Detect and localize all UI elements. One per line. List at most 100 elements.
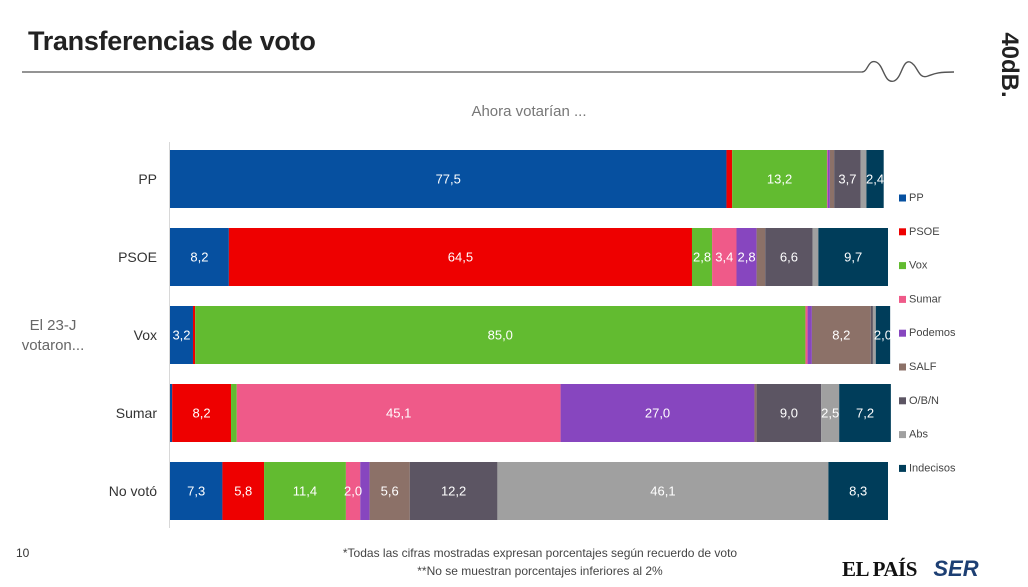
legend-swatch-abs xyxy=(899,431,906,439)
data-label-pp-vox: 13,2 xyxy=(767,172,792,187)
bar-pp-sumar xyxy=(826,150,828,208)
bar-psoe-vox xyxy=(691,228,713,286)
bar-pp-vox xyxy=(732,150,827,208)
bar-no-vot-vox xyxy=(264,462,346,520)
legend-swatch-podemos xyxy=(899,329,906,337)
category-label-sumar: Sumar xyxy=(116,405,158,421)
bar-sumar-o-b-n xyxy=(756,384,822,442)
data-label-no-vot-vox: 11,4 xyxy=(293,484,317,499)
bar-psoe-abs xyxy=(812,228,819,286)
data-label-pp-o-b-n: 3,7 xyxy=(838,172,856,187)
category-label-vox: Vox xyxy=(134,327,157,343)
legend-label-vox: Vox xyxy=(909,260,928,272)
data-label-no-vot-o-b-n: 12,2 xyxy=(441,484,466,499)
legend-swatch-salf xyxy=(899,363,906,371)
footnote-2: **No se muestran porcentajes inferiores … xyxy=(417,564,663,578)
bar-sumar-sumar xyxy=(236,384,561,442)
bar-psoe-pp xyxy=(170,228,229,286)
data-label-sumar-indecisos: 7,2 xyxy=(856,406,874,421)
bar-vox-pp xyxy=(170,306,193,364)
bar-psoe-sumar xyxy=(712,228,737,286)
data-label-psoe-indecisos: 9,7 xyxy=(844,250,862,265)
legend-swatch-psoe xyxy=(899,228,906,236)
bar-psoe-salf xyxy=(756,228,766,286)
bar-no-vot-psoe xyxy=(222,462,265,520)
bar-psoe-indecisos xyxy=(818,228,888,286)
data-label-no-vot-abs: 46,1 xyxy=(650,484,675,499)
bar-no-vot-indecisos xyxy=(828,462,888,520)
category-label-psoe: PSOE xyxy=(118,249,157,265)
ser-logo: SER xyxy=(933,556,979,581)
data-label-sumar-o-b-n: 9,0 xyxy=(780,406,798,421)
data-label-no-vot-psoe: 5,8 xyxy=(234,484,252,499)
legend-label-podemos: Podemos xyxy=(909,327,956,339)
bar-sumar-vox xyxy=(231,384,237,442)
data-label-no-vot-pp: 7,3 xyxy=(187,484,205,499)
bar-pp-podemos xyxy=(827,150,830,208)
legend-swatch-pp xyxy=(899,194,906,202)
data-label-psoe-o-b-n: 6,6 xyxy=(780,250,798,265)
data-label-psoe-sumar: 3,4 xyxy=(715,250,733,265)
bar-sumar-salf xyxy=(754,384,757,442)
legend-label-sumar: Sumar xyxy=(909,293,942,305)
legend-label-salf: SALF xyxy=(909,361,937,373)
bar-sumar-abs xyxy=(821,384,840,442)
bar-no-vot-salf xyxy=(369,462,410,520)
data-label-psoe-psoe: 64,5 xyxy=(448,250,473,265)
header-divider xyxy=(22,60,955,82)
data-label-no-vot-sumar: 2,0 xyxy=(344,484,362,499)
data-label-no-vot-salf: 5,6 xyxy=(381,484,399,499)
bar-no-vot-pp xyxy=(170,462,223,520)
legend-swatch-vox xyxy=(899,262,906,270)
legend-label-pp: PP xyxy=(909,192,924,204)
legend-label-o-b-n: O/B/N xyxy=(909,395,939,407)
bar-pp-salf xyxy=(829,150,835,208)
bar-pp-psoe xyxy=(726,150,733,208)
data-label-no-vot-indecisos: 8,3 xyxy=(849,484,867,499)
el-pais-logo: EL PAÍS xyxy=(842,557,917,581)
data-label-vox-salf: 8,2 xyxy=(832,328,850,343)
data-label-vox-vox: 85,0 xyxy=(488,328,513,343)
data-label-psoe-podemos: 2,8 xyxy=(738,250,756,265)
chart-subtitle: Ahora votarían ... xyxy=(471,103,587,120)
bar-vox-o-b-n xyxy=(870,306,873,364)
data-label-vox-indecisos: 2,0 xyxy=(874,328,892,343)
page-title: Transferencias de voto xyxy=(28,26,316,56)
legend-label-indecisos: Indecisos xyxy=(909,462,956,474)
data-label-sumar-sumar: 45,1 xyxy=(386,406,411,421)
footnotes: *Todas las cifras mostradas expresan por… xyxy=(220,544,860,580)
data-label-pp-pp: 77,5 xyxy=(436,172,461,187)
bar-pp-indecisos xyxy=(866,150,884,208)
legend-swatch-indecisos xyxy=(899,464,906,472)
bar-no-vot-sumar xyxy=(345,462,361,520)
bar-sumar-indecisos xyxy=(839,384,891,442)
bar-vox-psoe xyxy=(192,306,196,364)
page-number: 10 xyxy=(16,546,30,560)
legend-swatch-sumar xyxy=(899,295,906,303)
bar-no-vot-podemos xyxy=(360,462,370,520)
data-label-psoe-vox: 2,8 xyxy=(693,250,711,265)
y-group-label: El 23-J votaron... xyxy=(21,317,85,354)
publisher-logos: EL PAÍS SER xyxy=(842,556,979,582)
data-label-sumar-podemos: 27,0 xyxy=(645,406,670,421)
bar-pp-pp xyxy=(170,150,727,208)
data-label-sumar-psoe: 8,2 xyxy=(193,406,211,421)
bar-no-vot-o-b-n xyxy=(409,462,498,520)
legend-swatch-o-b-n xyxy=(899,397,906,405)
data-label-sumar-abs: 2,5 xyxy=(821,406,839,421)
bar-psoe-o-b-n xyxy=(765,228,813,286)
bar-pp-o-b-n xyxy=(834,150,861,208)
bar-vox-sumar xyxy=(805,306,808,364)
bar-psoe-psoe xyxy=(228,228,692,286)
bar-sumar-psoe xyxy=(172,384,232,442)
bar-vox-vox xyxy=(195,306,806,364)
category-label-pp: PP xyxy=(138,171,157,187)
bar-psoe-podemos xyxy=(736,228,757,286)
data-label-vox-pp: 3,2 xyxy=(172,328,190,343)
bar-no-vot-abs xyxy=(497,462,829,520)
category-label-no-vot: No votó xyxy=(109,483,157,499)
legend-label-abs: Abs xyxy=(909,429,928,441)
bar-vox-indecisos xyxy=(875,306,891,364)
bar-vox-abs xyxy=(872,306,876,364)
